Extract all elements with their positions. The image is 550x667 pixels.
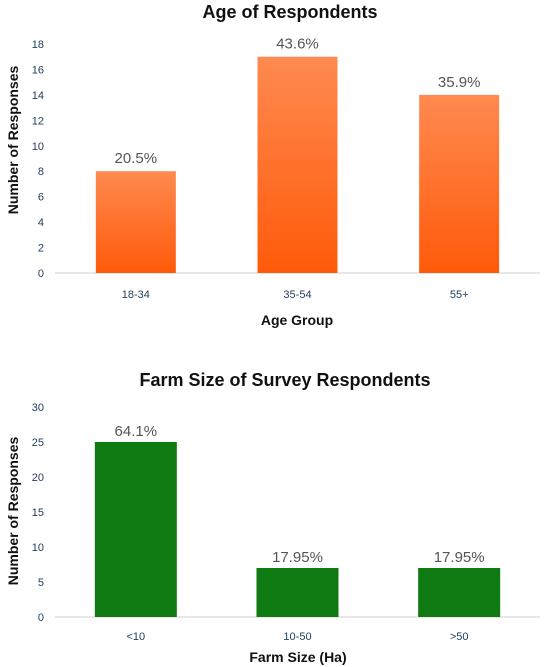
farm-size-chart: Farm Size of Survey Respondents Number o… bbox=[5, 370, 540, 665]
bars bbox=[95, 56, 500, 273]
x-tick-label: 10-50 bbox=[283, 631, 311, 643]
bar bbox=[94, 442, 177, 617]
data-labels: 64.1% 17.95% 17.95% bbox=[115, 423, 485, 566]
data-label: 35.9% bbox=[438, 74, 481, 91]
y-tick-label: 12 bbox=[32, 115, 44, 127]
x-tick-label: 35-54 bbox=[283, 289, 311, 301]
y-tick-label: 10 bbox=[32, 141, 44, 153]
x-tick-label: <10 bbox=[126, 631, 145, 643]
chart-title: Age of Respondents bbox=[202, 2, 377, 22]
y-tick-label: 4 bbox=[38, 217, 44, 229]
y-tick-label: 10 bbox=[32, 542, 44, 554]
y-tick-label: 14 bbox=[32, 90, 44, 102]
y-tick-label: 8 bbox=[38, 166, 44, 178]
y-tick-label: 18 bbox=[32, 39, 44, 51]
y-tick-label: 0 bbox=[38, 612, 44, 624]
y-tick-label: 25 bbox=[32, 437, 44, 449]
bar bbox=[418, 568, 501, 617]
y-axis-title: Number of Responses bbox=[5, 436, 21, 585]
y-tick-label: 20 bbox=[32, 472, 44, 484]
y-tick-label: 2 bbox=[38, 243, 44, 255]
y-tick-label: 0 bbox=[38, 268, 44, 280]
y-tick-label: 30 bbox=[32, 402, 44, 414]
bar bbox=[256, 568, 339, 617]
x-tick-label: >50 bbox=[450, 631, 469, 643]
data-label: 17.95% bbox=[272, 549, 323, 566]
data-label: 20.5% bbox=[115, 150, 158, 167]
bar bbox=[419, 94, 500, 273]
x-axis-title: Age Group bbox=[261, 312, 333, 328]
y-tick-label: 6 bbox=[38, 192, 44, 204]
y-axis-title: Number of Responses bbox=[5, 65, 21, 214]
x-tick-label: 18-34 bbox=[122, 289, 150, 301]
bar bbox=[95, 171, 176, 273]
y-tick-label: 15 bbox=[32, 507, 44, 519]
y-ticks: 0 5 10 15 20 25 30 bbox=[32, 402, 44, 624]
x-tick-label: 55+ bbox=[450, 289, 469, 301]
y-tick-label: 16 bbox=[32, 64, 44, 76]
y-tick-label: 5 bbox=[38, 577, 44, 589]
data-label: 64.1% bbox=[115, 423, 158, 440]
bars bbox=[94, 442, 501, 617]
x-ticks: <10 10-50 >50 bbox=[126, 631, 468, 643]
data-label: 17.95% bbox=[434, 549, 485, 566]
data-labels: 20.5% 43.6% 35.9% bbox=[115, 36, 481, 168]
x-ticks: 18-34 35-54 55+ bbox=[122, 289, 469, 301]
x-axis-title: Farm Size (Ha) bbox=[249, 649, 346, 665]
data-label: 43.6% bbox=[276, 36, 319, 53]
age-chart: Age of Respondents Number of Responses A… bbox=[5, 2, 540, 328]
y-ticks: 0 2 4 6 8 10 12 14 16 18 bbox=[32, 39, 44, 280]
chart-title: Farm Size of Survey Respondents bbox=[139, 370, 430, 390]
bar bbox=[257, 56, 338, 273]
